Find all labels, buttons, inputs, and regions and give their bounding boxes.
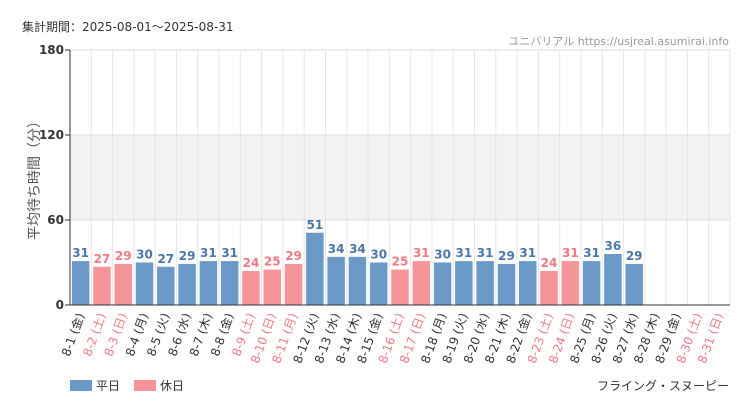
bar (582, 261, 601, 305)
attraction-name: フライング・スヌーピー (597, 379, 729, 393)
bar-labels: 31 27 29 30 27 29 31 31 24 25 29 51 34 34 30 25 31 30 31 31… (72, 218, 642, 270)
bar (157, 266, 175, 305)
bar (284, 263, 303, 305)
data-label: 27 (94, 252, 111, 266)
data-label: 36 (605, 239, 622, 253)
data-label: 29 (626, 249, 643, 263)
data-label: 31 (221, 246, 238, 260)
bar (348, 256, 367, 305)
y-tick-labels: 0 60 120 180 (39, 43, 70, 312)
bar (263, 269, 282, 305)
bar (369, 262, 388, 305)
bar (114, 263, 132, 305)
data-label: 30 (136, 248, 153, 262)
legend-swatch-holiday (134, 380, 156, 391)
legend: 平日 休日 (70, 379, 184, 393)
data-label: 29 (115, 249, 132, 263)
data-label: 34 (349, 242, 366, 256)
data-label: 31 (456, 246, 473, 260)
y-tick-label: 120 (39, 128, 64, 142)
legend-swatch-weekday (70, 380, 92, 391)
bar (93, 266, 111, 305)
data-label: 31 (200, 246, 217, 260)
bar (476, 261, 494, 305)
y-axis-label: 平均待ち時間（分） (27, 114, 43, 240)
legend-label-weekday: 平日 (96, 379, 120, 393)
data-label: 29 (285, 249, 302, 263)
bar (242, 271, 260, 305)
data-label: 31 (583, 246, 600, 260)
bar (518, 261, 537, 305)
data-label: 31 (72, 246, 89, 260)
y-tick-label: 0 (56, 298, 64, 312)
bar (412, 261, 431, 305)
bar (604, 254, 622, 305)
data-label: 30 (370, 248, 387, 262)
bars (71, 232, 643, 305)
data-label: 31 (562, 246, 579, 260)
legend-label-holiday: 休日 (160, 379, 184, 393)
plot-area: 31 27 29 30 27 29 31 31 24 25 29 51 34 34 30 25 31 30 31 31… (69, 49, 731, 306)
bar (497, 263, 516, 305)
data-label: 25 (264, 255, 281, 269)
data-label: 31 (413, 246, 430, 260)
bar (135, 262, 154, 305)
horizontal-gridlines (70, 49, 730, 221)
vertical-gridlines (90, 50, 731, 305)
data-label: 34 (328, 242, 345, 256)
data-label: 29 (179, 249, 196, 263)
data-label: 51 (306, 218, 323, 232)
bar (306, 232, 324, 305)
data-label: 24 (243, 256, 260, 270)
data-label: 31 (519, 246, 536, 260)
period-text: 集計期間：2025-08-01～2025-08-31 (22, 19, 233, 34)
bar (625, 263, 643, 305)
y-tick-label: 180 (39, 43, 64, 57)
data-label: 29 (498, 249, 515, 263)
data-label: 25 (392, 255, 409, 269)
bar (71, 261, 90, 305)
bar (433, 262, 452, 305)
bar (220, 261, 239, 305)
data-label: 24 (541, 256, 558, 270)
y-tick-label: 60 (47, 213, 64, 227)
bar (561, 261, 580, 305)
bar (199, 261, 218, 305)
data-label: 31 (477, 246, 494, 260)
grid-band (70, 135, 730, 220)
bar (178, 263, 196, 305)
bar (391, 269, 409, 305)
data-label: 27 (157, 252, 174, 266)
bar (540, 271, 558, 305)
x-tick-labels: 8-1 (金)8-2 (土)8-3 (日)8-4 (月)8-5 (火)8-6 (… (58, 311, 726, 365)
bar (327, 256, 345, 305)
site-text: ユニバリアル https://usjreal.asumirai.info (508, 35, 729, 48)
bar (455, 261, 473, 305)
data-label: 30 (434, 248, 451, 262)
